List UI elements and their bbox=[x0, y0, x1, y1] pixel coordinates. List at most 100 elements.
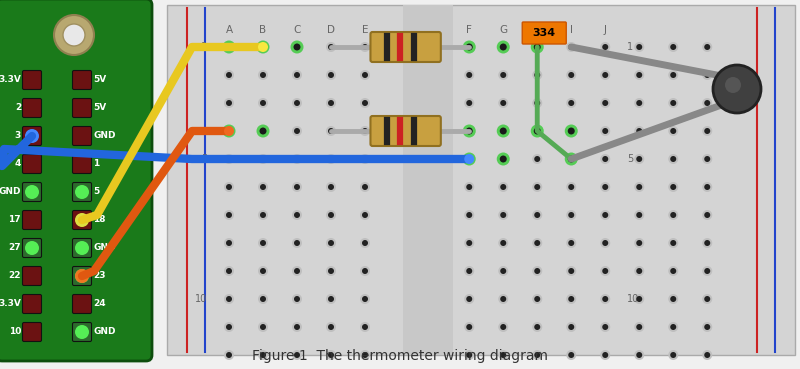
Circle shape bbox=[224, 238, 234, 248]
Circle shape bbox=[670, 212, 676, 218]
Circle shape bbox=[326, 350, 336, 360]
Circle shape bbox=[498, 98, 508, 108]
Circle shape bbox=[75, 185, 89, 199]
Circle shape bbox=[498, 70, 508, 80]
Circle shape bbox=[634, 42, 644, 52]
Circle shape bbox=[636, 212, 642, 218]
Circle shape bbox=[534, 240, 540, 246]
Circle shape bbox=[260, 352, 266, 358]
Circle shape bbox=[464, 266, 474, 276]
Text: 17: 17 bbox=[8, 215, 21, 224]
Circle shape bbox=[258, 322, 268, 332]
Circle shape bbox=[670, 352, 676, 358]
Circle shape bbox=[600, 154, 610, 164]
Circle shape bbox=[326, 238, 336, 248]
Circle shape bbox=[224, 322, 234, 332]
Circle shape bbox=[466, 212, 472, 218]
Circle shape bbox=[257, 124, 270, 138]
Circle shape bbox=[668, 182, 678, 192]
Circle shape bbox=[260, 212, 266, 218]
Circle shape bbox=[362, 156, 368, 162]
Circle shape bbox=[224, 126, 234, 136]
Circle shape bbox=[668, 294, 678, 304]
Circle shape bbox=[500, 184, 506, 190]
Text: 5V: 5V bbox=[93, 103, 106, 113]
Circle shape bbox=[360, 154, 370, 164]
Circle shape bbox=[292, 98, 302, 108]
Circle shape bbox=[260, 184, 266, 190]
Circle shape bbox=[360, 294, 370, 304]
Circle shape bbox=[497, 124, 510, 138]
FancyBboxPatch shape bbox=[370, 32, 441, 62]
Text: 3.3V: 3.3V bbox=[0, 300, 21, 308]
Circle shape bbox=[497, 41, 510, 54]
Circle shape bbox=[260, 100, 266, 106]
Text: Figure 1  The thermometer wiring diagram: Figure 1 The thermometer wiring diagram bbox=[252, 349, 548, 363]
Circle shape bbox=[498, 350, 508, 360]
Text: 2: 2 bbox=[14, 103, 21, 113]
Circle shape bbox=[226, 352, 232, 358]
Text: 1: 1 bbox=[627, 42, 634, 52]
Circle shape bbox=[294, 296, 300, 302]
Circle shape bbox=[634, 350, 644, 360]
Circle shape bbox=[704, 240, 710, 246]
Circle shape bbox=[566, 210, 576, 220]
FancyBboxPatch shape bbox=[73, 155, 91, 173]
Circle shape bbox=[360, 98, 370, 108]
Circle shape bbox=[532, 182, 542, 192]
Circle shape bbox=[670, 268, 676, 274]
Circle shape bbox=[702, 154, 712, 164]
Circle shape bbox=[636, 352, 642, 358]
Circle shape bbox=[566, 322, 576, 332]
Circle shape bbox=[704, 100, 710, 106]
Circle shape bbox=[328, 72, 334, 78]
Circle shape bbox=[670, 128, 676, 134]
Circle shape bbox=[670, 184, 676, 190]
Text: 5: 5 bbox=[93, 187, 99, 197]
Circle shape bbox=[704, 72, 710, 78]
Circle shape bbox=[464, 322, 474, 332]
Circle shape bbox=[500, 240, 506, 246]
Circle shape bbox=[534, 324, 540, 330]
Circle shape bbox=[257, 41, 270, 54]
Circle shape bbox=[224, 70, 234, 80]
Circle shape bbox=[464, 154, 474, 164]
Circle shape bbox=[464, 350, 474, 360]
Circle shape bbox=[260, 296, 266, 302]
Circle shape bbox=[500, 128, 506, 134]
Circle shape bbox=[568, 240, 574, 246]
Circle shape bbox=[360, 350, 370, 360]
Circle shape bbox=[534, 184, 540, 190]
Circle shape bbox=[566, 70, 576, 80]
Text: 5V: 5V bbox=[93, 76, 106, 85]
Circle shape bbox=[534, 100, 540, 106]
Circle shape bbox=[466, 72, 472, 78]
Circle shape bbox=[568, 184, 574, 190]
FancyBboxPatch shape bbox=[73, 70, 91, 90]
FancyBboxPatch shape bbox=[22, 183, 42, 201]
Circle shape bbox=[532, 70, 542, 80]
Circle shape bbox=[466, 268, 472, 274]
Circle shape bbox=[259, 128, 266, 134]
Circle shape bbox=[224, 210, 234, 220]
Circle shape bbox=[75, 325, 89, 339]
Circle shape bbox=[568, 72, 574, 78]
Circle shape bbox=[292, 322, 302, 332]
Circle shape bbox=[328, 44, 334, 50]
Circle shape bbox=[670, 100, 676, 106]
Circle shape bbox=[636, 72, 642, 78]
Circle shape bbox=[532, 154, 542, 164]
Circle shape bbox=[226, 212, 232, 218]
Circle shape bbox=[600, 210, 610, 220]
Circle shape bbox=[54, 15, 94, 55]
Circle shape bbox=[258, 238, 268, 248]
Circle shape bbox=[670, 44, 676, 50]
Circle shape bbox=[258, 154, 268, 164]
Circle shape bbox=[328, 212, 334, 218]
Circle shape bbox=[636, 156, 642, 162]
Circle shape bbox=[498, 266, 508, 276]
Circle shape bbox=[670, 156, 676, 162]
Circle shape bbox=[326, 98, 336, 108]
Circle shape bbox=[704, 324, 710, 330]
Text: 3: 3 bbox=[14, 131, 21, 141]
